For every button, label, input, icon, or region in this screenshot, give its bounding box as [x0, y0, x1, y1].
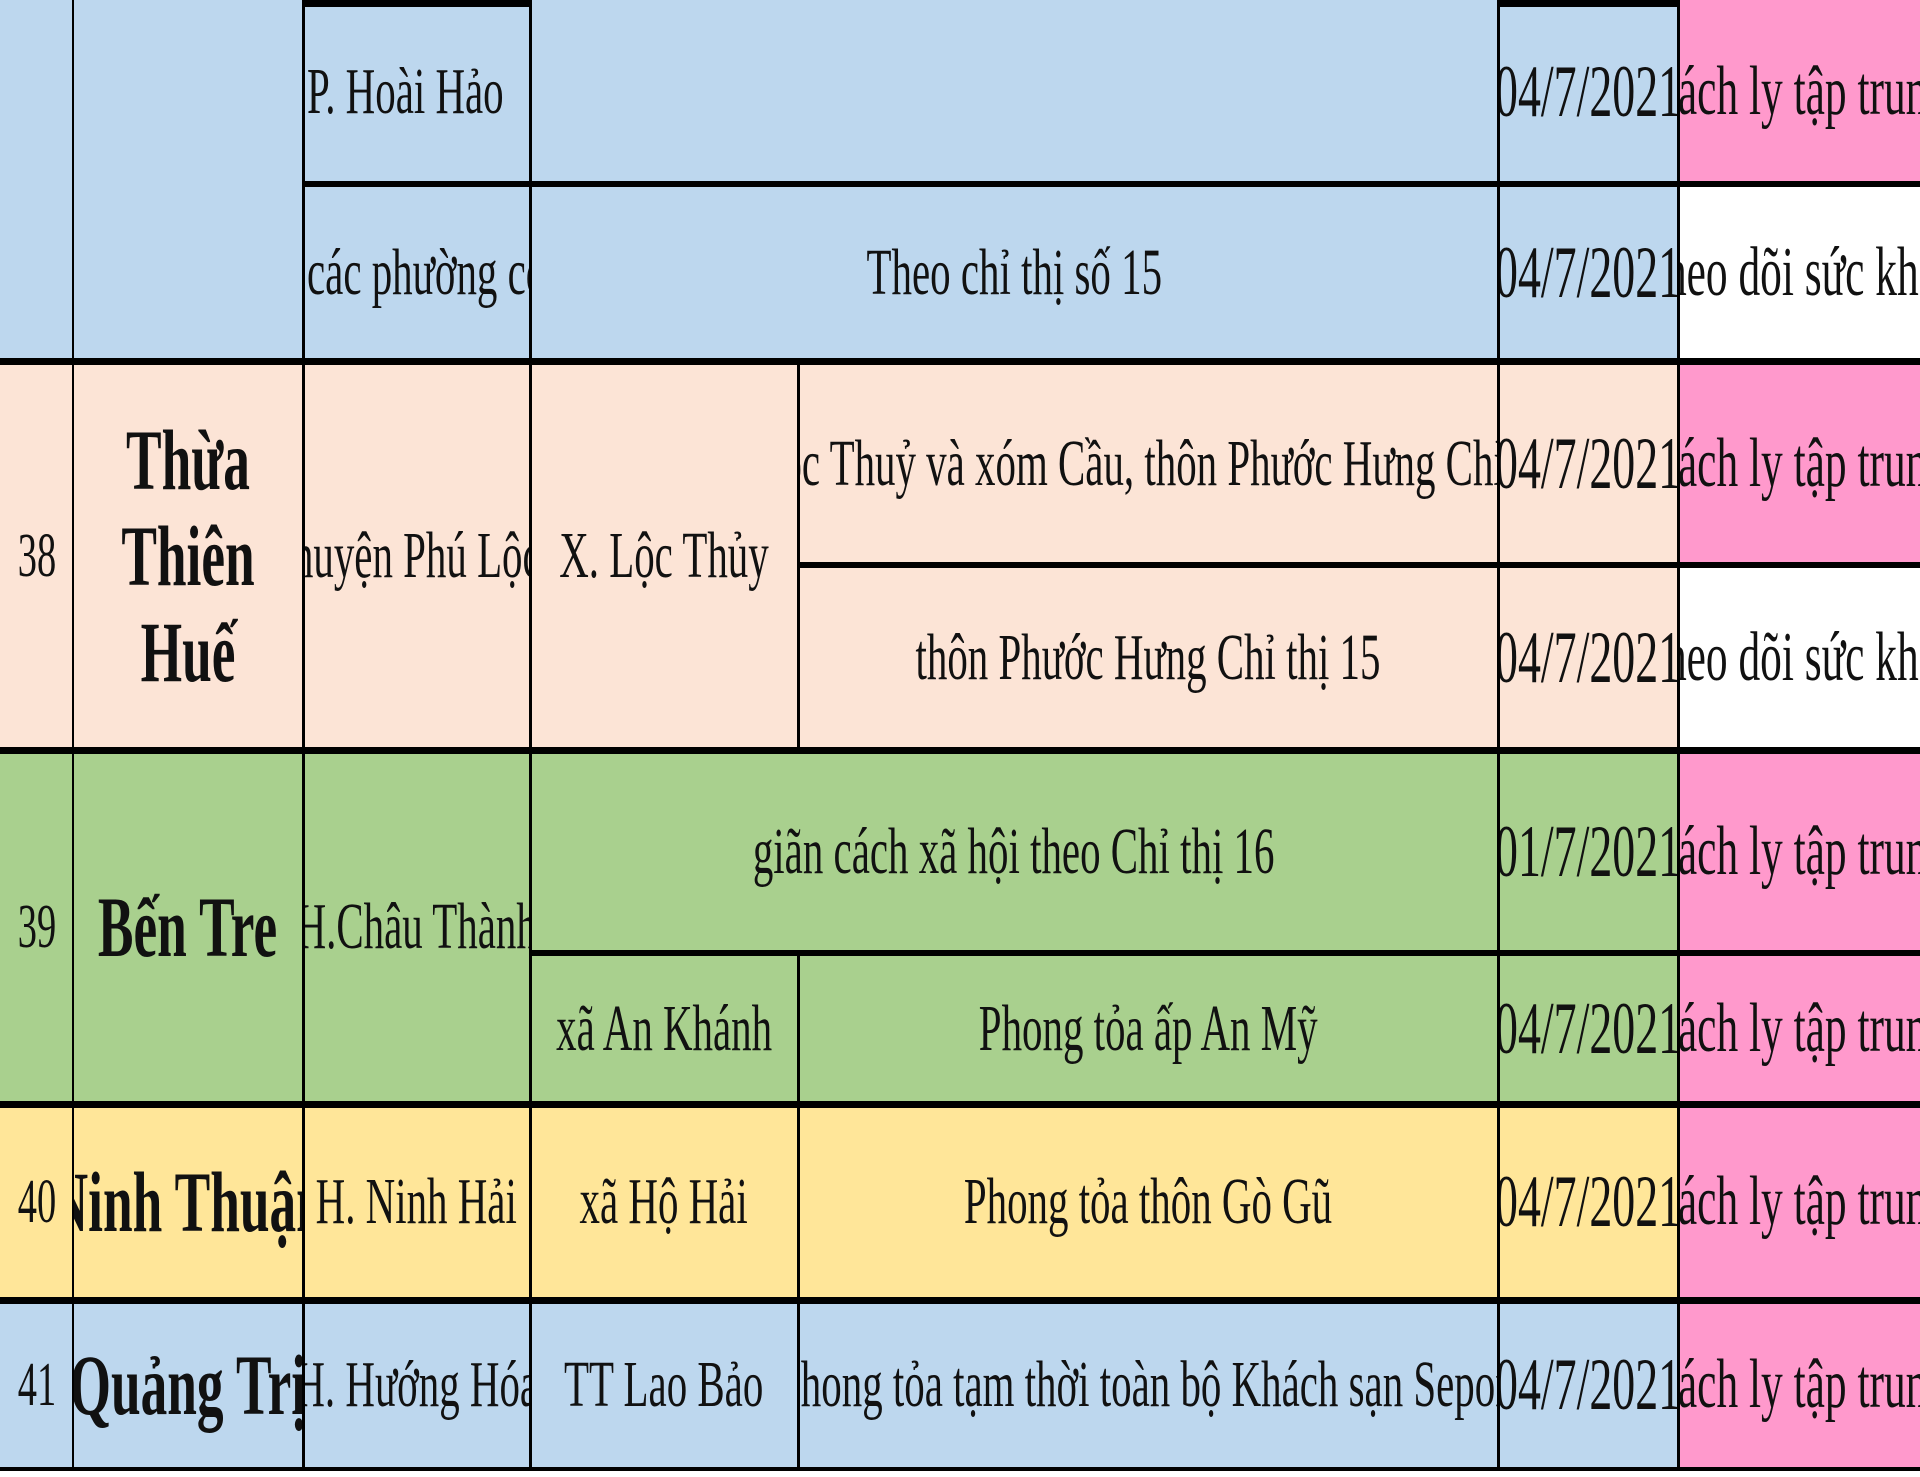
status-cell: Cách ly tập trung	[1678, 362, 1920, 565]
grid-line	[0, 358, 1920, 365]
grid-line	[529, 0, 532, 1470]
measure-cell	[530, 0, 1498, 183]
ward-cell: P. Hoài Hảo	[303, 0, 530, 183]
row-number-cell: 38	[0, 362, 73, 750]
grid-line	[0, 1297, 1920, 1304]
commune-cell: xã Hộ Hải	[530, 1104, 798, 1300]
date-cell: 04/7/2021	[1498, 0, 1678, 183]
grid-line	[797, 362, 800, 750]
province-cell	[73, 0, 303, 362]
status-cell: Theo dõi sức khỏe	[1678, 565, 1920, 750]
grid-line	[797, 953, 800, 1470]
province-cell: Quảng Trị	[73, 1300, 303, 1470]
grid-line	[798, 562, 1920, 568]
grid-line	[303, 181, 1920, 187]
commune-cell: xã An Khánh	[530, 953, 798, 1104]
grid-line	[1498, 0, 1678, 7]
row-number-cell: 39	[0, 750, 73, 1104]
district-cell: H.Châu Thành	[303, 750, 530, 1104]
status-cell: Cách ly tập trung	[1678, 1300, 1920, 1470]
measure-cell: giãn cách xã hội theo Chỉ thị 16	[530, 750, 1498, 953]
grid-line	[0, 1467, 1920, 1471]
grid-line	[1677, 0, 1680, 1470]
grid-line	[0, 1101, 1920, 1108]
measure-cell: Theo chỉ thị số 15	[530, 183, 1498, 362]
date-cell: 04/7/2021	[1498, 362, 1678, 565]
commune-cell: X. Lộc Thủy	[530, 362, 798, 750]
grid-line	[72, 0, 74, 1470]
row-number-cell	[0, 0, 73, 362]
date-cell: 04/7/2021	[1498, 953, 1678, 1104]
date-cell: 04/7/2021	[1498, 183, 1678, 362]
status-cell: Cách ly tập trung	[1678, 1104, 1920, 1300]
grid-line	[530, 950, 1920, 956]
date-cell: 04/7/2021	[1498, 1300, 1678, 1470]
status-cell: Cách ly tập trung	[1678, 750, 1920, 953]
province-cell: Thừa Thiên Huế	[73, 362, 303, 750]
row-number-cell: 40	[0, 1104, 73, 1300]
grid-line	[302, 0, 305, 1470]
row-number-cell: 41	[0, 1300, 73, 1470]
commune-cell: TT Lao Bảo	[530, 1300, 798, 1470]
province-cell: Ninh Thuận	[73, 1104, 303, 1300]
grid-line	[0, 747, 1920, 754]
measure-cell: phong tỏa tạm thời toàn bộ Khách sạn Sep…	[798, 1300, 1498, 1470]
ward-cell: các phường còn lại	[303, 183, 530, 362]
district-cell: H. Ninh Hải	[303, 1104, 530, 1300]
grid-line	[1497, 0, 1500, 1470]
grid-line	[303, 0, 530, 7]
date-cell: 04/7/2021	[1498, 565, 1678, 750]
status-cell: Cách ly tập trung	[1678, 953, 1920, 1104]
province-cell: Bến Tre	[73, 750, 303, 1104]
measure-cell: thôn Phước Hưng Chỉ thị 15	[798, 565, 1498, 750]
date-cell: 01/7/2021	[1498, 750, 1678, 953]
district-cell: H. Hướng Hóa	[303, 1300, 530, 1470]
date-cell: 04/7/2021	[1498, 1104, 1678, 1300]
status-cell: Cách ly tập trung	[1678, 0, 1920, 183]
status-cell: Theo dõi sức khỏe	[1678, 183, 1920, 362]
district-cell: huyện Phú Lộc	[303, 362, 530, 750]
measure-cell: chợ Lộc Thuỷ và xóm Cầu, thôn Phước Hưng…	[798, 362, 1498, 565]
measure-cell: Phong tỏa thôn Gò Gũ	[798, 1104, 1498, 1300]
measure-cell: Phong tỏa ấp An Mỹ	[798, 953, 1498, 1104]
